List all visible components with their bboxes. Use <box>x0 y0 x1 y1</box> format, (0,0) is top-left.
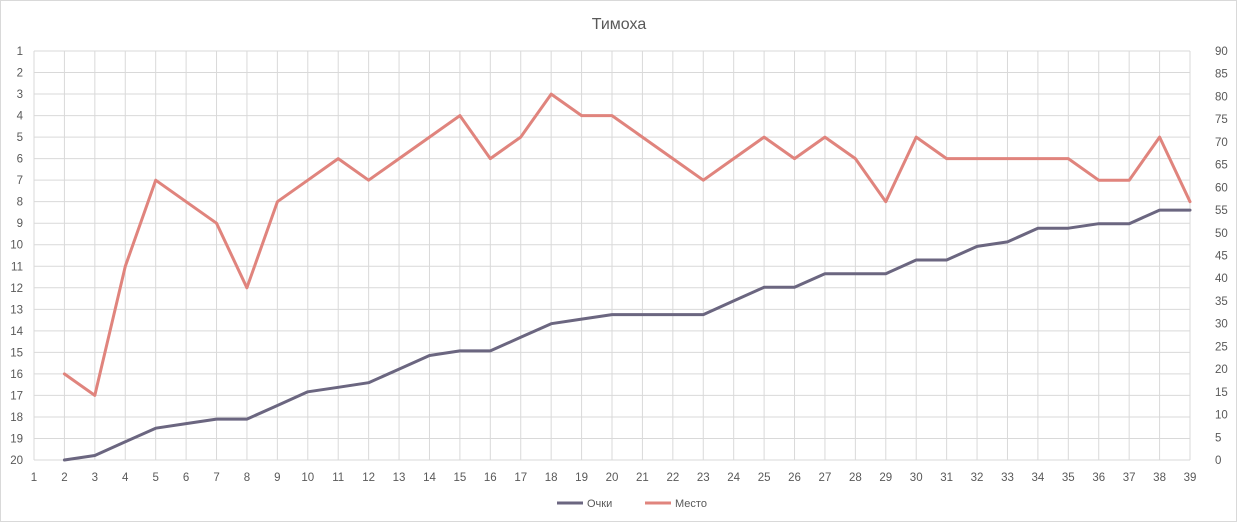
right-axis-tick-label: 45 <box>1215 251 1228 263</box>
left-axis-tick-label: 8 <box>17 197 23 209</box>
left-axis-tick-label: 18 <box>10 412 23 424</box>
right-axis-tick-label: 35 <box>1215 296 1228 308</box>
right-axis-tick-label: 60 <box>1215 182 1228 194</box>
x-axis-tick-label: 20 <box>606 472 619 484</box>
x-axis-tick-label: 12 <box>362 472 375 484</box>
x-axis-tick-label: 16 <box>484 472 497 484</box>
x-axis-tick-label: 13 <box>393 472 406 484</box>
left-axis-tick-label: 14 <box>10 326 23 338</box>
right-axis-tick-label: 55 <box>1215 205 1228 217</box>
left-axis-tick-label: 5 <box>17 132 23 144</box>
right-axis-tick-label: 85 <box>1215 69 1228 81</box>
x-axis-tick-label: 18 <box>545 472 558 484</box>
left-axis-tick-label: 1 <box>17 46 23 58</box>
x-axis-tick-label: 36 <box>1092 472 1105 484</box>
left-axis-tick-label: 13 <box>10 304 23 316</box>
x-axis-tick-label: 38 <box>1153 472 1166 484</box>
legend-label: Очки <box>587 498 612 510</box>
x-axis-tick-label: 33 <box>1001 472 1014 484</box>
left-axis-tick-label: 15 <box>10 347 23 359</box>
right-axis-tick-label: 90 <box>1215 46 1228 58</box>
right-axis-tick-label: 20 <box>1215 364 1228 376</box>
x-axis-tick-label: 23 <box>697 472 710 484</box>
right-axis-tick-label: 40 <box>1215 273 1228 285</box>
left-axis-tick-label: 10 <box>10 240 23 252</box>
left-axis-tick-label: 3 <box>17 89 23 101</box>
chart-title: Тимоха <box>592 16 647 33</box>
right-axis-tick-label: 80 <box>1215 91 1228 103</box>
x-axis-tick-label: 3 <box>92 472 98 484</box>
right-axis-tick-label: 50 <box>1215 228 1228 240</box>
x-axis-tick-label: 31 <box>940 472 953 484</box>
x-axis-tick-label: 15 <box>453 472 466 484</box>
x-axis-tick-label: 32 <box>971 472 984 484</box>
x-axis-tick-label: 1 <box>31 472 37 484</box>
gridlines <box>33 50 1191 461</box>
left-axis-tick-label: 2 <box>17 68 23 80</box>
x-axis-tick-label: 39 <box>1184 472 1197 484</box>
x-axis-tick-label: 6 <box>183 472 189 484</box>
left-axis-tick-label: 7 <box>17 175 23 187</box>
right-axis-tick-label: 30 <box>1215 319 1228 331</box>
x-axis-tick-label: 5 <box>152 472 158 484</box>
right-axis-tick-label: 70 <box>1215 137 1228 149</box>
series-line-place <box>62 92 1192 397</box>
left-axis-tick-label: 17 <box>10 390 23 402</box>
x-axis-tick-label: 30 <box>910 472 923 484</box>
left-axis-tick-label: 19 <box>10 433 23 445</box>
right-axis-tick-label: 25 <box>1215 341 1228 353</box>
x-axis-tick-label: 29 <box>879 472 892 484</box>
x-axis-tick-label: 8 <box>244 472 250 484</box>
x-axis-tick-label: 26 <box>788 472 801 484</box>
x-axis-tick-label: 27 <box>819 472 832 484</box>
left-axis-tick-label: 9 <box>17 218 23 230</box>
left-axis-tick-label: 11 <box>11 261 23 273</box>
right-axis-tick-label: 0 <box>1215 455 1221 467</box>
x-axis-tick-label: 9 <box>274 472 280 484</box>
x-axis-tick-label: 2 <box>61 472 67 484</box>
right-axis-tick-label: 5 <box>1215 432 1221 444</box>
left-axis-tick-label: 12 <box>10 283 23 295</box>
left-axis-tick-label: 6 <box>17 154 23 166</box>
right-axis-tick-label: 65 <box>1215 160 1228 172</box>
series-line-points <box>62 208 1192 462</box>
left-axis-tick-label: 20 <box>10 455 23 467</box>
x-axis-tick-label: 21 <box>636 472 649 484</box>
x-axis-tick-label: 35 <box>1062 472 1075 484</box>
x-axis-tick-label: 11 <box>332 472 344 484</box>
x-axis-tick-label: 37 <box>1123 472 1136 484</box>
right-axis-tick-label: 75 <box>1215 114 1228 126</box>
right-axis-tick-label: 10 <box>1215 410 1228 422</box>
x-axis-tick-label: 10 <box>301 472 314 484</box>
x-axis-tick-label: 4 <box>122 472 129 484</box>
legend-label: Место <box>675 498 707 510</box>
x-axis-tick-label: 17 <box>514 472 527 484</box>
series-lines <box>62 92 1192 462</box>
x-axis-tick-label: 25 <box>758 472 771 484</box>
left-axis-tick-label: 16 <box>10 369 23 381</box>
x-axis-tick-label: 24 <box>727 472 740 484</box>
x-axis-tick-label: 22 <box>666 472 679 484</box>
x-axis-tick-label: 28 <box>849 472 862 484</box>
x-axis-tick-label: 34 <box>1031 472 1044 484</box>
right-axis: 0 5 10 15 20 25 30 35 40 45 50 55 60 65 70 75 80 85 90 <box>1215 46 1228 467</box>
x-axis-tick-label: 14 <box>423 472 436 484</box>
left-axis-tick-label: 4 <box>17 111 24 123</box>
legend: Очки Место <box>557 498 707 510</box>
x-axis-tick-label: 19 <box>575 472 588 484</box>
x-axis-tick-label: 7 <box>213 472 219 484</box>
right-axis-tick-label: 15 <box>1215 387 1228 399</box>
x-axis: 1 2 3 4 5 6 7 8 9 10 11 12 13 14 15 16 17 18 19 20 21 22 23 24 2… <box>31 472 1197 484</box>
